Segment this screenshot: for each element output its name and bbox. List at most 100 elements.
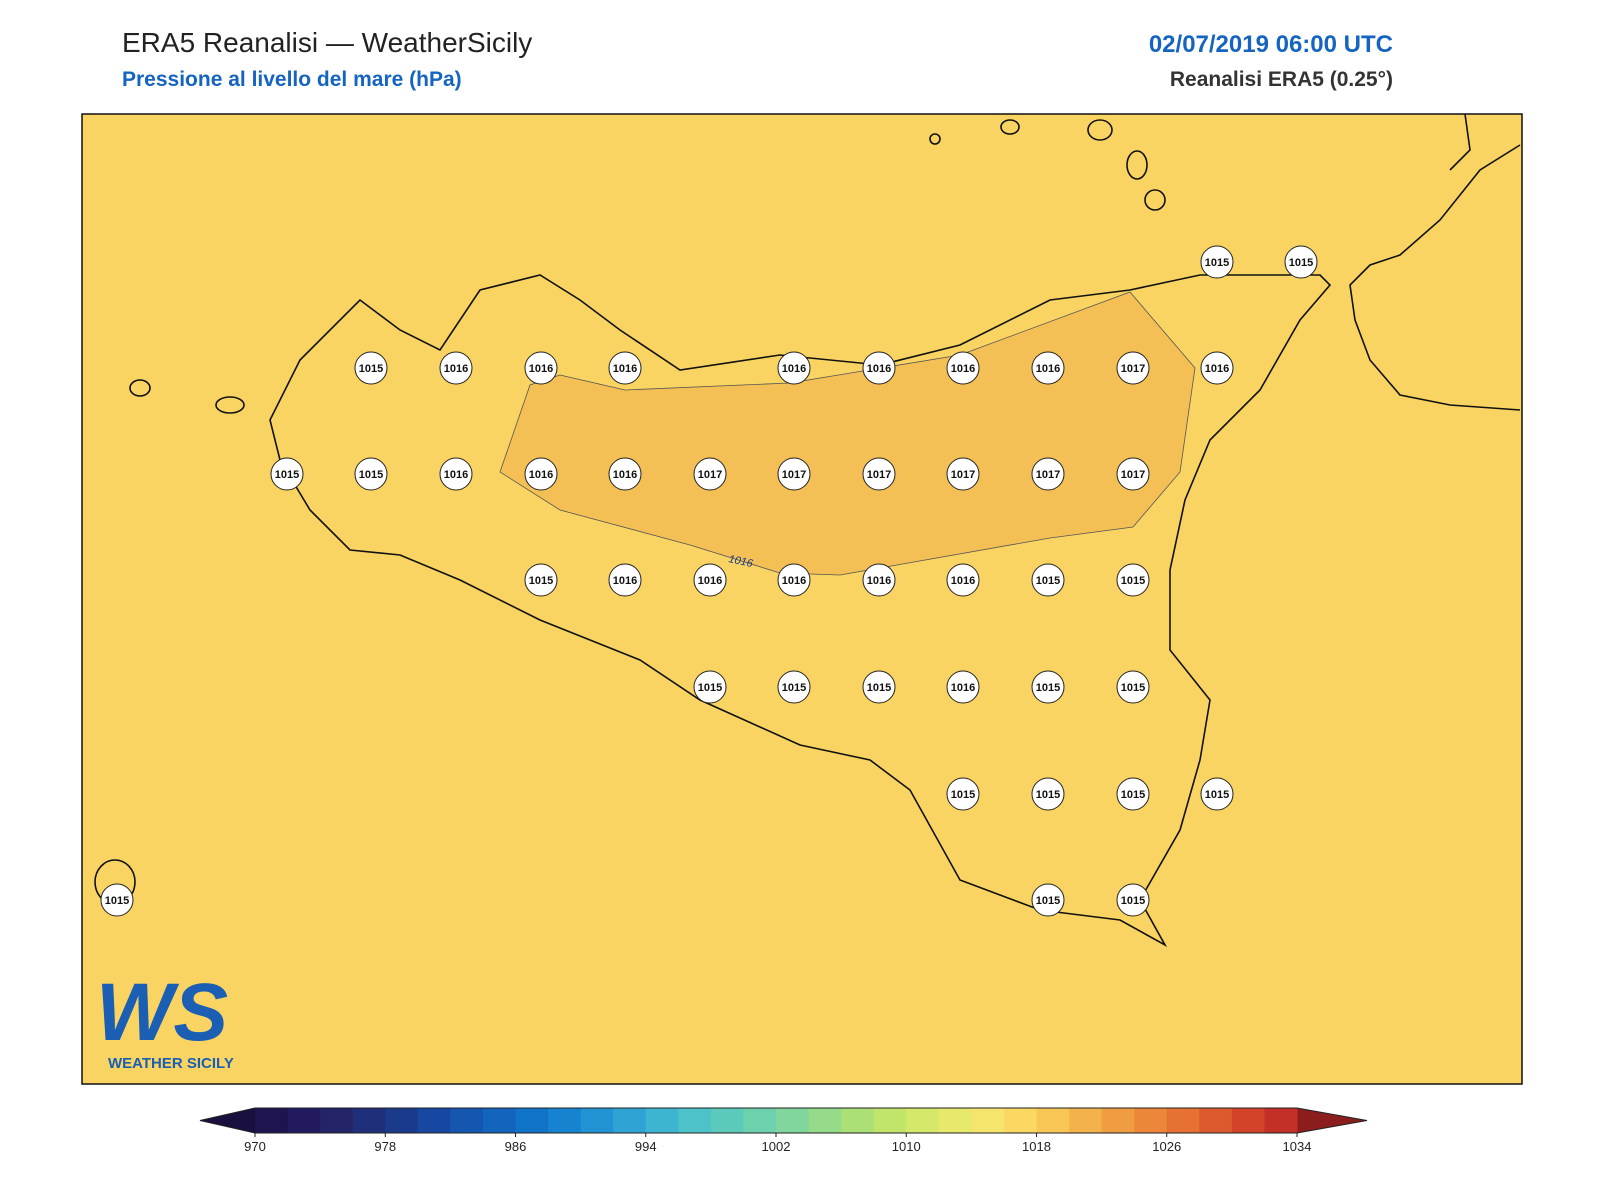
station: 1016: [608, 351, 642, 385]
station-marker: [862, 670, 896, 704]
station: 1015: [1284, 245, 1318, 279]
station-marker: [693, 563, 727, 597]
station-marker: [1200, 777, 1234, 811]
station-label: 1016: [782, 575, 806, 587]
station-marker: [524, 563, 558, 597]
colorbar-under: [200, 1108, 255, 1133]
station: 1017: [777, 457, 811, 491]
station: 1015: [1116, 883, 1150, 917]
station: 1016: [777, 563, 811, 597]
station-label: 1016: [613, 469, 637, 481]
colorbar-segment: [548, 1108, 582, 1133]
island: [929, 133, 941, 145]
station: 1016: [862, 351, 896, 385]
station: 1015: [354, 351, 388, 385]
station-marker: [777, 457, 811, 491]
station-label: 1015: [1121, 575, 1145, 587]
station-marker: [1284, 245, 1318, 279]
colorbar-tick-label: 1034: [1283, 1139, 1312, 1154]
colorbar-segment: [645, 1108, 679, 1133]
station-marker: [524, 457, 558, 491]
station-label: 1017: [1036, 469, 1060, 481]
station: 1017: [693, 457, 727, 491]
station: 1015: [100, 883, 134, 917]
subtitle: Pressione al livello del mare (hPa): [122, 68, 462, 91]
stations: 1015 1015 1015 1016 1016 1016 1016 1016 1016 1016…: [100, 245, 1318, 917]
station-label: 1015: [782, 682, 806, 694]
station-label: 1016: [613, 363, 637, 375]
colorbar-segment: [385, 1108, 419, 1133]
station: 1017: [862, 457, 896, 491]
station-label: 1017: [782, 469, 806, 481]
station: 1016: [439, 457, 473, 491]
station-marker: [439, 351, 473, 385]
station-marker: [1116, 777, 1150, 811]
station: 1017: [1031, 457, 1065, 491]
station-marker: [777, 670, 811, 704]
station: 1015: [270, 457, 304, 491]
station: 1016: [946, 670, 980, 704]
station-label: 1015: [1121, 682, 1145, 694]
colorbar-segment: [255, 1108, 289, 1133]
colorbar-segment: [1134, 1108, 1168, 1133]
station-label: 1016: [613, 575, 637, 587]
colorbar-segment: [678, 1108, 712, 1133]
colorbar-over: [1297, 1108, 1367, 1133]
station-marker: [693, 457, 727, 491]
island: [1087, 119, 1113, 141]
station-marker: [1031, 883, 1065, 917]
colorbar-segment: [515, 1108, 549, 1133]
station-label: 1015: [1289, 257, 1313, 269]
station-marker: [524, 351, 558, 385]
colorbar-segment: [1231, 1108, 1265, 1133]
station: 1015: [1200, 245, 1234, 279]
colorbar-segment: [1199, 1108, 1233, 1133]
island: [215, 396, 245, 414]
station-marker: [608, 351, 642, 385]
station: 1016: [524, 351, 558, 385]
station-label: 1016: [867, 363, 891, 375]
station-marker: [946, 670, 980, 704]
station-marker: [693, 670, 727, 704]
station: 1016: [862, 563, 896, 597]
station-label: 1016: [698, 575, 722, 587]
station: 1015: [354, 457, 388, 491]
station: 1015: [1031, 883, 1065, 917]
logo-mark: WS: [96, 967, 228, 1058]
colorbar-segment: [1036, 1108, 1070, 1133]
station-marker: [862, 563, 896, 597]
station: 1015: [777, 670, 811, 704]
station: 1016: [777, 351, 811, 385]
colorbar-segment: [287, 1108, 321, 1133]
source: Reanalisi ERA5 (0.25°): [1170, 68, 1393, 91]
station-marker: [1116, 670, 1150, 704]
station-label: 1016: [529, 363, 553, 375]
station: 1016: [946, 563, 980, 597]
station-marker: [946, 563, 980, 597]
station-marker: [1031, 457, 1065, 491]
station: 1016: [1031, 351, 1065, 385]
station-marker: [777, 563, 811, 597]
station-label: 1016: [782, 363, 806, 375]
colorbar-segment: [1069, 1108, 1103, 1133]
station-label: 1017: [951, 469, 975, 481]
colorbar-segment: [808, 1108, 842, 1133]
station-label: 1015: [529, 575, 553, 587]
station: 1016: [439, 351, 473, 385]
station: 1017: [946, 457, 980, 491]
station-marker: [1031, 563, 1065, 597]
colorbar-tick-label: 970: [244, 1139, 266, 1154]
colorbar-tick-label: 1002: [762, 1139, 791, 1154]
station-label: 1017: [698, 469, 722, 481]
station: 1016: [608, 457, 642, 491]
calabria-coast-north: [1449, 113, 1471, 171]
station-marker: [1031, 777, 1065, 811]
colorbar-segment: [320, 1108, 354, 1133]
station-label: 1015: [1205, 789, 1229, 801]
station-label: 1016: [951, 682, 975, 694]
station-label: 1015: [698, 682, 722, 694]
station-label: 1015: [105, 895, 129, 907]
colorbar-segment: [482, 1108, 516, 1133]
station-marker: [777, 351, 811, 385]
station-marker: [354, 457, 388, 491]
